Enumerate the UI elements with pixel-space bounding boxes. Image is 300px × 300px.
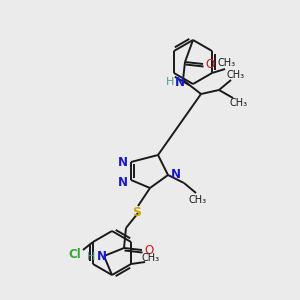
Text: H: H [87,252,95,262]
Text: N: N [118,176,128,188]
Text: O: O [206,58,214,71]
Text: N: N [118,155,128,169]
Text: CH₃: CH₃ [189,195,207,205]
Text: N: N [175,76,185,88]
Text: S: S [133,206,142,220]
Text: O: O [144,244,154,257]
Text: H: H [166,77,174,87]
Text: N: N [171,169,181,182]
Text: Cl: Cl [69,248,81,262]
Text: N: N [97,250,107,263]
Text: CH₃: CH₃ [218,58,236,68]
Text: CH₃: CH₃ [142,253,160,263]
Text: CH₃: CH₃ [230,98,248,108]
Text: CH₃: CH₃ [227,70,245,80]
